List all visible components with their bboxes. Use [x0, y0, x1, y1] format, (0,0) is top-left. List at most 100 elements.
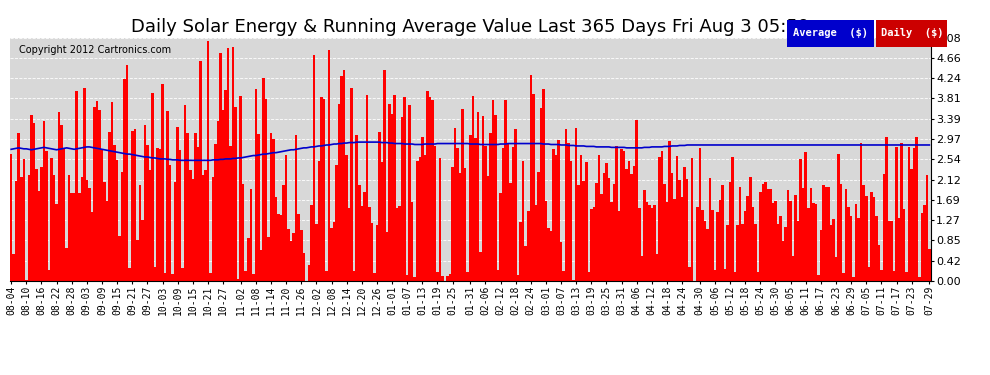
Bar: [764, 182, 766, 281]
Bar: [828, 188, 830, 281]
Bar: [52, 176, 55, 281]
Bar: [204, 171, 207, 281]
Bar: [272, 139, 275, 281]
Bar: [365, 95, 368, 281]
Bar: [186, 133, 189, 281]
Text: Copyright 2012 Cartronics.com: Copyright 2012 Cartronics.com: [19, 45, 171, 55]
Bar: [459, 173, 461, 281]
Bar: [885, 137, 888, 281]
Bar: [530, 75, 532, 281]
Bar: [80, 177, 83, 281]
Bar: [645, 202, 648, 281]
Bar: [158, 149, 161, 281]
Bar: [802, 188, 805, 281]
Bar: [872, 196, 875, 281]
Bar: [111, 102, 113, 281]
Bar: [489, 133, 492, 281]
Bar: [295, 135, 297, 281]
Bar: [908, 147, 911, 281]
Bar: [421, 137, 424, 281]
Bar: [737, 225, 739, 281]
Bar: [28, 175, 30, 281]
Bar: [509, 183, 512, 281]
Bar: [724, 268, 727, 281]
Bar: [350, 88, 353, 281]
Bar: [653, 204, 655, 281]
Bar: [807, 208, 810, 281]
Bar: [691, 158, 693, 281]
Bar: [734, 272, 737, 281]
Bar: [222, 110, 225, 281]
Bar: [171, 274, 174, 281]
Bar: [913, 148, 916, 281]
Bar: [782, 241, 784, 281]
Bar: [282, 184, 285, 281]
Bar: [507, 143, 509, 281]
Bar: [163, 273, 166, 281]
Bar: [474, 138, 476, 281]
Bar: [532, 94, 535, 281]
Bar: [46, 151, 48, 281]
Bar: [888, 220, 890, 281]
Bar: [711, 210, 714, 281]
Bar: [603, 173, 605, 281]
Bar: [749, 177, 751, 281]
Bar: [386, 232, 388, 281]
Bar: [673, 198, 676, 281]
Bar: [565, 129, 567, 281]
Bar: [237, 279, 240, 281]
Bar: [225, 90, 227, 281]
Bar: [825, 187, 828, 281]
Bar: [648, 205, 650, 281]
Bar: [131, 131, 134, 281]
Bar: [106, 201, 108, 281]
Bar: [855, 204, 857, 281]
Bar: [916, 137, 918, 281]
Bar: [792, 256, 794, 281]
Bar: [543, 88, 545, 281]
Bar: [621, 148, 623, 281]
Bar: [43, 121, 46, 281]
Bar: [383, 70, 386, 281]
Bar: [779, 216, 782, 281]
Bar: [240, 96, 242, 281]
Bar: [535, 206, 538, 281]
Bar: [23, 159, 25, 281]
Bar: [663, 184, 665, 281]
Bar: [91, 212, 93, 281]
Bar: [85, 180, 88, 281]
Bar: [527, 211, 530, 281]
Bar: [401, 117, 403, 281]
Bar: [820, 230, 822, 281]
Bar: [631, 174, 633, 281]
Bar: [184, 105, 186, 281]
Bar: [641, 256, 644, 281]
Bar: [181, 268, 184, 281]
Bar: [129, 268, 131, 281]
Bar: [743, 211, 746, 281]
Bar: [313, 55, 315, 281]
Bar: [794, 195, 797, 281]
Bar: [55, 204, 57, 281]
Bar: [378, 132, 381, 281]
Bar: [242, 184, 245, 281]
Bar: [696, 207, 699, 281]
Bar: [727, 225, 729, 281]
Bar: [269, 133, 272, 281]
Bar: [613, 184, 616, 281]
Bar: [262, 78, 264, 281]
Bar: [761, 184, 764, 281]
Bar: [729, 182, 732, 281]
Bar: [471, 96, 474, 281]
Bar: [360, 206, 363, 281]
Bar: [65, 248, 68, 281]
Bar: [396, 208, 398, 281]
Bar: [347, 208, 350, 281]
Bar: [502, 148, 504, 281]
Bar: [48, 270, 50, 281]
Bar: [587, 272, 590, 281]
Bar: [616, 146, 618, 281]
Bar: [156, 148, 158, 281]
Bar: [169, 165, 171, 281]
Bar: [759, 192, 761, 281]
